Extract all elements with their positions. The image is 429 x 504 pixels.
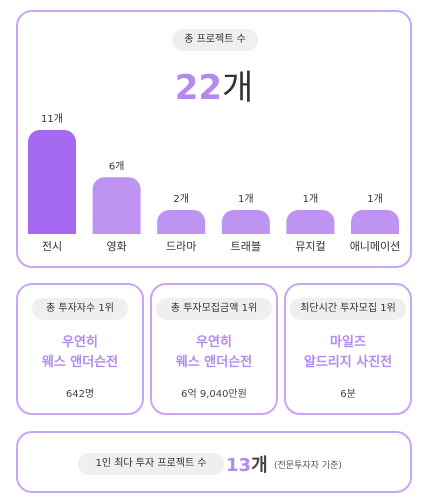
- total-projects-count: 22개: [18, 60, 410, 109]
- stat-value-fastest: 6분: [340, 389, 356, 400]
- max-investment-pill: 1인 최다 투자 프로젝트 수: [78, 453, 224, 475]
- total-projects-number: 22: [174, 68, 223, 108]
- stat-card-fastest: 최단시간 투자모집 1위 마일즈 알드리지 사진전 6분: [284, 283, 412, 415]
- stat-pill-fastest: 최단시간 투자모집 1위: [290, 298, 406, 320]
- max-investment-unit: 개: [251, 455, 268, 476]
- bar-base-1: [92, 222, 141, 234]
- stat-pill-investors: 총 투자자수 1위: [32, 298, 128, 320]
- bar-value-label: 11개: [41, 113, 63, 125]
- bar-base-0: [28, 222, 76, 234]
- stat-project-name-line1: 우연히: [62, 335, 98, 350]
- bar-0: [28, 130, 76, 234]
- stat-project-name-line2: 알드리지 사진전: [303, 355, 393, 370]
- bar-category-label: 드라마: [166, 240, 196, 253]
- total-projects-pill: 총 프로젝트 수: [172, 29, 258, 51]
- bar-value-label: 1개: [238, 193, 254, 205]
- bar-category-label: 뮤지컬: [295, 240, 325, 253]
- stat-card-amount: 총 투자모집금액 1위 우연히 웨스 앤더슨전 6억 9,040만원: [150, 283, 278, 415]
- bar-category-label: 트래블: [231, 240, 261, 253]
- bar-value-label: 1개: [303, 193, 319, 205]
- bar-value-label: 1개: [367, 193, 383, 205]
- bar-base-3: [221, 222, 270, 234]
- max-investment-number: 13: [226, 455, 252, 476]
- bar-category-label: 영화: [106, 240, 126, 253]
- stat-project-name-line2: 웨스 앤더슨전: [175, 355, 253, 370]
- stat-project-name-line2: 웨스 앤더슨전: [41, 355, 119, 370]
- bar-value-label: 6개: [109, 160, 125, 172]
- max-investment-count: 13개: [226, 451, 268, 477]
- bar-category-label: 전시: [42, 240, 62, 253]
- total-projects-unit: 개: [222, 68, 254, 108]
- bar-base-4: [286, 222, 335, 234]
- stat-pill-amount: 총 투자모집금액 1위: [156, 298, 272, 320]
- stat-project-name: 우연히 웨스 앤더슨전: [152, 333, 276, 373]
- stat-value-investors: 642명: [65, 389, 95, 400]
- stat-project-name-line1: 우연히: [196, 335, 232, 350]
- max-investment-card: 1인 최다 투자 프로젝트 수 13개 (전문투자자 기준): [16, 431, 412, 493]
- stat-card-investors: 총 투자자수 1위 우연히 웨스 앤더슨전 642명: [16, 283, 144, 415]
- bar-base-2: [157, 222, 206, 234]
- stat-project-name: 마일즈 알드리지 사진전: [286, 333, 410, 373]
- bar-1: [92, 177, 141, 234]
- stat-project-name: 우연히 웨스 앤더슨전: [18, 333, 142, 373]
- bar-category-label: 애니메이션: [350, 240, 401, 253]
- max-investment-note: (전문투자자 기준): [274, 461, 342, 471]
- stat-value-amount: 6억 9,040만원: [181, 389, 247, 400]
- bar-base-5: [351, 222, 399, 234]
- stat-project-name-line1: 마일즈: [330, 335, 366, 350]
- bar-value-label: 2개: [173, 193, 189, 205]
